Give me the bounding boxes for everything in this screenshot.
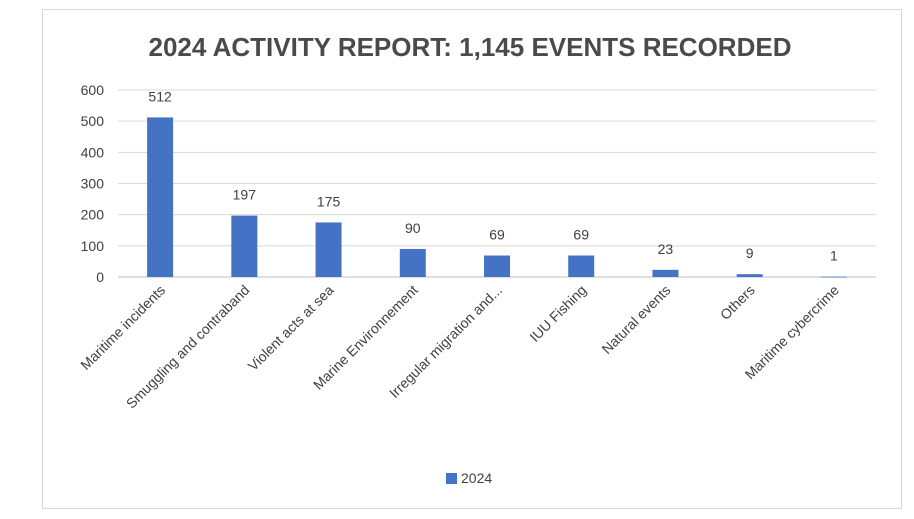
data-label: 512 [148, 88, 172, 104]
category-label: Others [717, 282, 758, 323]
y-tick-label: 500 [81, 113, 105, 129]
y-tick-label: 400 [81, 144, 105, 160]
chart-title: 2024 ACTIVITY REPORT: 1,145 EVENTS RECOR… [149, 32, 792, 62]
data-label: 197 [233, 187, 257, 203]
data-label: 175 [317, 193, 341, 209]
data-label: 1 [830, 248, 838, 264]
bar [399, 248, 426, 277]
data-label: 90 [405, 220, 421, 236]
legend-swatch [446, 473, 457, 484]
bars [147, 117, 847, 278]
y-tick-label: 200 [81, 207, 105, 223]
y-tick-label: 100 [81, 238, 105, 254]
bar [147, 117, 174, 277]
legend: 2024 [446, 470, 492, 486]
data-label: 69 [573, 226, 589, 242]
category-label: Maritime incidents [77, 282, 168, 373]
category-label: Maritime cybercrime [742, 282, 843, 383]
category-label: Violent acts at sea [245, 282, 337, 374]
bar [484, 255, 510, 277]
legend-label: 2024 [461, 470, 492, 486]
bar [820, 276, 847, 278]
bar [231, 215, 258, 277]
data-label: 23 [658, 241, 674, 257]
y-tick-label: 0 [96, 269, 104, 285]
y-tick-label: 300 [81, 176, 105, 192]
data-labels: 512 197 175 90 69 69 23 9 1 [148, 88, 838, 263]
bar [568, 255, 595, 277]
bar [315, 222, 342, 277]
chart-frame [42, 9, 902, 509]
data-label: 69 [489, 226, 505, 242]
data-label: 9 [746, 245, 754, 261]
y-tick-label: 600 [81, 82, 105, 98]
category-label: IUU Fishing [526, 282, 589, 345]
category-label: Natural events [598, 282, 673, 357]
bar [652, 269, 679, 277]
y-axis-ticks: 0 100 200 300 400 500 600 [81, 82, 105, 285]
bar [736, 274, 763, 277]
